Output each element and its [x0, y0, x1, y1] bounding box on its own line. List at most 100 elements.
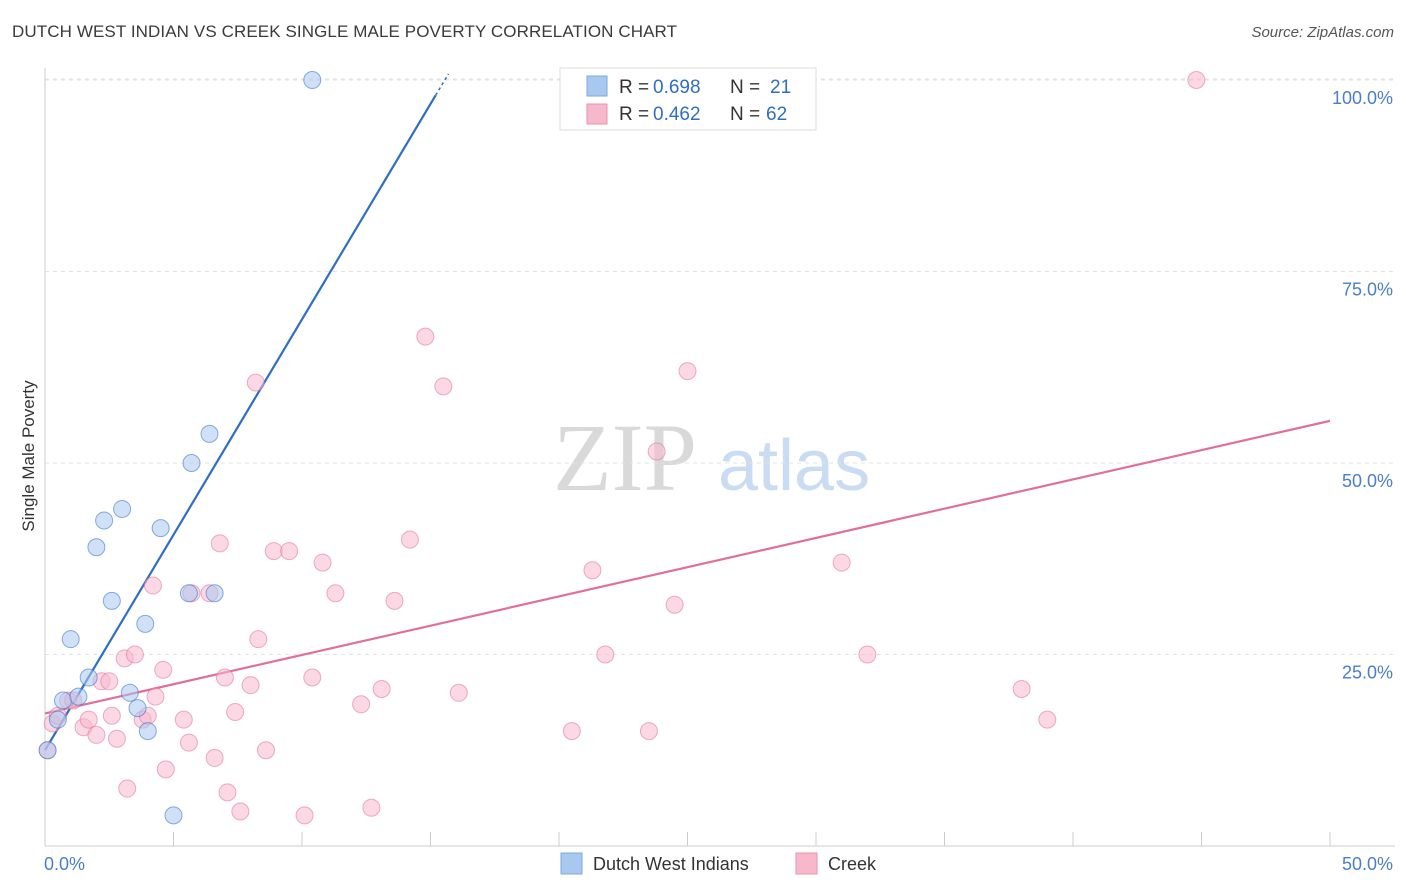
point-creek-31	[241, 676, 260, 695]
point-creek-53	[647, 442, 666, 461]
x-tick-min: 0.0%	[44, 854, 85, 874]
point-creek-39	[313, 553, 332, 572]
watermark-atlas: atlas	[718, 426, 870, 506]
watermark-zip: ZIP	[553, 404, 697, 511]
legend-r-label-1: R =	[619, 77, 649, 98]
series-label-creek: Creek	[828, 854, 877, 874]
point-creek-57	[858, 645, 877, 664]
point-dutch-5	[79, 668, 98, 687]
y-tick-label-1: 50.0%	[1342, 471, 1393, 491]
chart-title: DUTCH WEST INDIAN VS CREEK SINGLE MALE P…	[12, 22, 678, 41]
point-dutch-0	[38, 741, 57, 760]
tick-labels: 25.0% 50.0% 75.0% 100.0%	[1332, 88, 1393, 683]
trend-lines	[44, 73, 1331, 751]
legend-n-label-2: N =	[730, 104, 760, 125]
point-creek-43	[372, 679, 391, 698]
point-dutch-9	[113, 499, 132, 518]
point-creek-60	[1187, 71, 1206, 89]
point-dutch-12	[136, 614, 155, 633]
point-creek-26	[210, 534, 229, 553]
point-creek-47	[434, 377, 453, 396]
point-creek-35	[264, 542, 283, 561]
point-creek-34	[257, 741, 276, 760]
point-creek-11	[107, 729, 126, 748]
x-tick-max: 50.0%	[1342, 854, 1393, 874]
point-creek-19	[154, 660, 173, 679]
point-creek-59	[1038, 710, 1057, 729]
legend-n-value-1: 21	[770, 77, 791, 98]
point-dutch-15	[164, 806, 183, 825]
point-creek-40	[326, 584, 345, 603]
trendline-dutch-extension	[434, 73, 450, 96]
point-dutch-19	[205, 584, 224, 603]
point-creek-58	[1012, 679, 1031, 698]
point-creek-51	[596, 645, 615, 664]
point-creek-28	[218, 783, 237, 802]
point-dutch-1	[48, 710, 67, 729]
point-dutch-14	[151, 519, 170, 538]
point-creek-27	[215, 668, 234, 687]
point-creek-9	[100, 672, 119, 691]
point-creek-20	[156, 760, 175, 779]
point-dutch-4	[69, 687, 88, 706]
point-dutch-8	[102, 591, 121, 610]
stats-legend: R = 0.698 N = 21 R = 0.462 N = 62	[559, 67, 817, 131]
legend-r-value-2: 0.462	[653, 104, 701, 125]
series-swatch-dutch-west-indians	[560, 852, 583, 875]
legend-r-value-1: 0.698	[653, 77, 701, 98]
point-dutch-2	[53, 691, 72, 710]
point-dutch-18	[200, 424, 219, 443]
point-creek-36	[280, 542, 299, 561]
point-dutch-6	[87, 538, 106, 557]
point-creek-42	[362, 798, 381, 817]
point-creek-55	[678, 362, 697, 381]
point-creek-38	[303, 668, 322, 687]
point-creek-30	[231, 802, 250, 821]
point-creek-37	[295, 806, 314, 825]
point-creek-41	[352, 695, 371, 714]
point-dutch-17	[182, 454, 201, 472]
point-creek-18	[146, 687, 165, 706]
point-creek-45	[400, 530, 419, 549]
legend-r-label-2: R =	[619, 104, 649, 125]
point-dutch-11	[128, 699, 147, 718]
source-label: Source: ZipAtlas.com	[1251, 24, 1394, 41]
point-creek-50	[583, 561, 602, 580]
y-axis-label: Single Male Poverty	[19, 380, 38, 532]
trendline-dutch	[44, 94, 437, 751]
point-dutch-13	[138, 722, 157, 741]
point-creek-48	[449, 683, 468, 702]
point-creek-33	[249, 630, 268, 649]
legend-swatch-blue	[586, 75, 608, 97]
series-label-dutch-west-indians: Dutch West Indians	[593, 854, 749, 874]
grid-lines	[45, 78, 1395, 655]
y-tick-label-0: 25.0%	[1342, 663, 1393, 683]
point-creek-13	[118, 779, 137, 798]
point-creek-7	[87, 725, 106, 744]
point-creek-52	[639, 722, 658, 741]
series-swatch-creek	[795, 852, 818, 875]
point-dutch-20	[303, 71, 322, 89]
point-creek-14	[125, 645, 144, 664]
legend-n-label-1: N =	[730, 77, 760, 98]
legend-n-value-2: 62	[766, 104, 787, 125]
point-creek-10	[102, 706, 121, 725]
point-dutch-10	[120, 683, 139, 702]
legend-swatch-pink	[586, 103, 608, 125]
point-creek-44	[385, 591, 404, 610]
point-creek-32	[246, 373, 265, 392]
point-creek-21	[174, 710, 193, 729]
point-dutch-3	[61, 630, 80, 649]
point-dutch-7	[95, 511, 114, 530]
point-creek-25	[205, 748, 224, 767]
point-creek-49	[562, 722, 581, 741]
series-legend: Dutch West Indians Creek	[560, 852, 877, 875]
data-points	[38, 71, 1206, 825]
point-creek-54	[665, 595, 684, 614]
y-tick-label-3: 100.0%	[1332, 88, 1393, 108]
point-creek-6	[79, 710, 98, 729]
point-creek-56	[832, 553, 851, 572]
point-creek-46	[416, 327, 435, 346]
trendline-creek	[44, 419, 1331, 715]
